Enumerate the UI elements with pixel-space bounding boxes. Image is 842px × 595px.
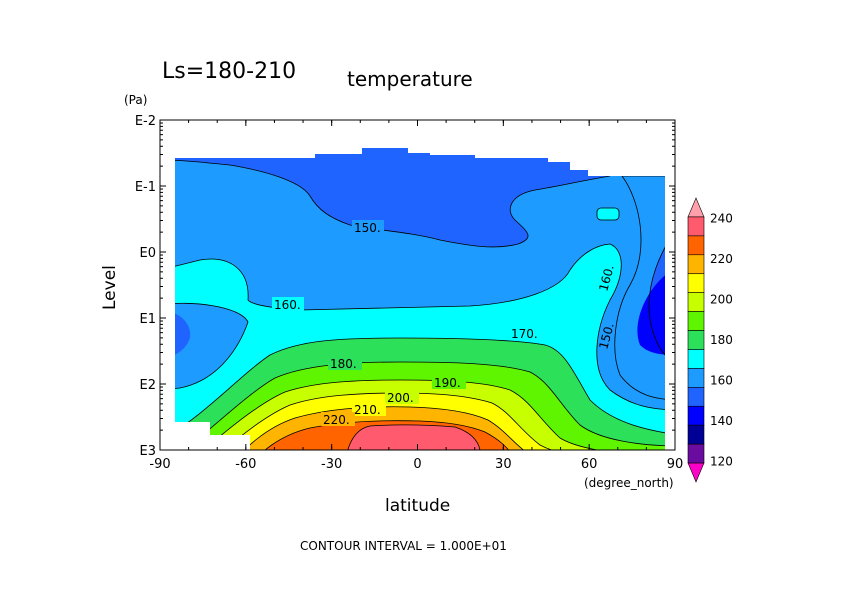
x-tick-label: -30 <box>321 457 342 472</box>
colorbar-segment <box>687 424 705 445</box>
pocket-160 <box>597 208 619 220</box>
colorbar: 120 140 160 180 200 220 240 <box>687 197 733 483</box>
x-tick-label: 0 <box>413 457 421 472</box>
contour-label: 210. <box>354 403 381 417</box>
contour-label: 160. <box>274 298 301 312</box>
colorbar-segment <box>687 254 705 275</box>
band-right-130 <box>637 265 665 355</box>
colorbar-tick-label: 180 <box>710 333 733 347</box>
colorbar-segment <box>687 368 705 388</box>
contour-label: 220. <box>323 413 350 427</box>
x-unit-label: (degree_north) <box>584 476 674 490</box>
contour-label: 180. <box>330 357 357 371</box>
y-tick-label: E-2 <box>135 114 156 129</box>
colorbar-segment <box>687 443 705 464</box>
contour-label: 170. <box>511 327 538 341</box>
band-230-240 <box>345 424 481 450</box>
contour-lines <box>175 159 665 450</box>
x-tick-label: -60 <box>235 457 256 472</box>
contour-label: 150. <box>596 321 616 350</box>
footer-note: CONTOUR INTERVAL = 1.000E+01 <box>300 539 507 553</box>
band-140-150-top <box>175 148 665 247</box>
colorbar-tick-label: 140 <box>710 414 733 428</box>
colorbar-segment <box>687 330 705 350</box>
contour-label: 200. <box>387 391 414 405</box>
colorbar-segment <box>687 235 705 256</box>
colorbar-tick-label: 240 <box>710 211 733 225</box>
y-unit-label: (Pa) <box>124 93 147 107</box>
colorbar-segment <box>687 387 705 407</box>
y-axis: E-2 E-1 E0 E1 E2 E3 <box>135 114 675 459</box>
y-axis-label: Level <box>100 265 120 310</box>
colorbar-segment <box>687 216 705 237</box>
contour-label: 160. <box>596 263 616 292</box>
contour-fill <box>175 148 665 450</box>
y-tick-label: E-1 <box>135 180 156 195</box>
colorbar-segment <box>687 405 705 426</box>
chart-title: Ls=180-210 <box>162 59 296 84</box>
colorbar-tick-label: 120 <box>710 455 733 469</box>
colorbar-arrow-top <box>687 197 705 218</box>
colorbar-tick-label: 220 <box>710 252 733 266</box>
y-tick-label: E0 <box>140 246 157 261</box>
x-tick-label: 30 <box>495 457 512 472</box>
y-tick-label: E3 <box>140 444 157 459</box>
colorbar-arrow-bottom <box>687 462 705 483</box>
y-tick-label: E2 <box>140 378 157 393</box>
colorbar-tick-label: 200 <box>710 292 733 306</box>
x-tick-label: 60 <box>581 457 598 472</box>
contour-label-group: 150. 160. 160. 150. 170. 180. 190. 200. … <box>272 220 617 427</box>
contour-label: 190. <box>434 376 461 390</box>
colorbar-segment <box>687 349 705 369</box>
chart-subtitle: temperature <box>347 67 473 91</box>
band-left-core <box>175 310 191 358</box>
colorbar-segment <box>687 273 705 293</box>
colorbar-segment <box>687 292 705 312</box>
colorbar-tick-label: 160 <box>710 374 733 388</box>
y-tick-label: E1 <box>140 312 157 327</box>
x-tick-label: 90 <box>667 457 684 472</box>
x-axis-label: latitude <box>385 496 450 516</box>
colorbar-segment <box>687 311 705 331</box>
contour-label: 150. <box>354 221 381 235</box>
x-tick-label: -90 <box>149 457 170 472</box>
